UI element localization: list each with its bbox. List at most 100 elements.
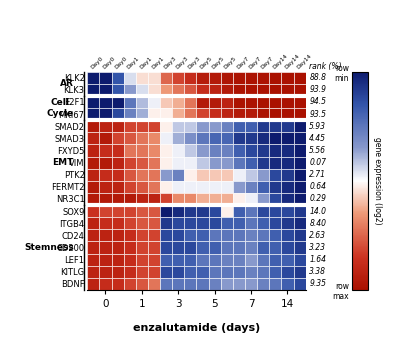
Bar	[245, 120, 257, 132]
Bar	[160, 72, 172, 84]
Bar	[124, 278, 136, 290]
Bar	[87, 266, 99, 278]
Bar	[233, 108, 245, 120]
Bar	[99, 241, 112, 253]
Bar	[160, 96, 172, 108]
Bar	[99, 205, 112, 217]
Bar	[172, 84, 184, 96]
Bar	[293, 144, 306, 156]
Bar	[184, 144, 196, 156]
Bar	[136, 156, 148, 169]
Bar	[269, 84, 281, 96]
Bar	[87, 253, 99, 266]
Bar	[281, 217, 293, 229]
Text: Day5: Day5	[199, 56, 214, 71]
Bar	[124, 241, 136, 253]
Bar	[196, 72, 209, 84]
Bar	[233, 241, 245, 253]
Bar	[281, 266, 293, 278]
Bar	[184, 217, 196, 229]
Bar	[233, 217, 245, 229]
Bar	[196, 253, 209, 266]
Bar	[172, 266, 184, 278]
Bar	[124, 205, 136, 217]
Bar	[136, 181, 148, 193]
Text: 2.63: 2.63	[309, 231, 326, 240]
Bar	[245, 169, 257, 181]
Bar	[269, 193, 281, 205]
Bar	[148, 132, 160, 144]
Bar	[257, 205, 269, 217]
Bar	[112, 132, 124, 144]
Bar	[112, 84, 124, 96]
Text: 2.71: 2.71	[309, 170, 326, 179]
Bar	[184, 205, 196, 217]
Text: Day7: Day7	[235, 56, 250, 71]
Bar	[209, 96, 221, 108]
Bar	[209, 278, 221, 290]
Bar	[269, 241, 281, 253]
Bar	[196, 144, 209, 156]
Bar	[293, 193, 306, 205]
Bar	[99, 229, 112, 241]
Bar	[293, 205, 306, 217]
Bar	[112, 253, 124, 266]
Bar	[233, 144, 245, 156]
Bar	[269, 181, 281, 193]
Bar	[293, 266, 306, 278]
Bar	[281, 169, 293, 181]
Bar	[269, 108, 281, 120]
Bar	[281, 144, 293, 156]
Bar	[209, 144, 221, 156]
Bar	[172, 144, 184, 156]
Text: Day7: Day7	[260, 56, 274, 71]
Text: Day1: Day1	[150, 56, 165, 71]
Text: Day14: Day14	[296, 53, 313, 71]
Text: Stemness: Stemness	[24, 243, 74, 252]
Bar	[281, 108, 293, 120]
Bar	[257, 108, 269, 120]
Text: 5.56: 5.56	[309, 146, 326, 155]
Text: Day14: Day14	[272, 53, 289, 71]
Bar	[87, 108, 99, 120]
Bar	[184, 253, 196, 266]
Text: 0.64: 0.64	[309, 182, 326, 192]
Bar	[209, 253, 221, 266]
Bar	[148, 72, 160, 84]
Bar	[184, 84, 196, 96]
Text: 8.40: 8.40	[309, 219, 326, 228]
Bar	[281, 241, 293, 253]
Bar	[245, 181, 257, 193]
Bar	[136, 266, 148, 278]
Bar	[221, 132, 233, 144]
Bar	[172, 241, 184, 253]
Bar	[99, 72, 112, 84]
Bar	[293, 72, 306, 84]
Text: Day3: Day3	[175, 56, 189, 71]
Bar	[99, 266, 112, 278]
Bar	[233, 181, 245, 193]
Bar	[184, 96, 196, 108]
Bar	[209, 108, 221, 120]
Bar	[245, 72, 257, 84]
Bar	[269, 217, 281, 229]
Bar	[87, 156, 99, 169]
Bar	[257, 217, 269, 229]
Bar	[124, 229, 136, 241]
Bar	[87, 144, 99, 156]
Bar	[172, 132, 184, 144]
Bar	[233, 205, 245, 217]
Bar	[196, 169, 209, 181]
Bar	[209, 266, 221, 278]
Bar	[160, 217, 172, 229]
Bar	[124, 253, 136, 266]
Bar	[112, 156, 124, 169]
Bar	[269, 205, 281, 217]
Bar	[124, 108, 136, 120]
Bar	[257, 120, 269, 132]
Bar	[112, 96, 124, 108]
Text: Day1: Day1	[126, 56, 140, 71]
Bar	[221, 266, 233, 278]
Bar	[257, 181, 269, 193]
Bar	[112, 229, 124, 241]
